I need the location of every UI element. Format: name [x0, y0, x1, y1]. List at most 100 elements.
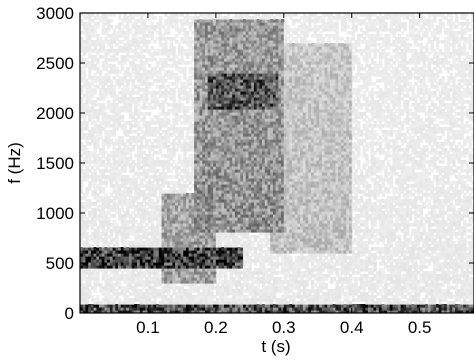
spectrogram-cell: [210, 163, 214, 167]
spectrogram-cell: [145, 145, 149, 149]
spectrogram-cell: [126, 157, 130, 161]
spectrogram-cell: [82, 85, 87, 89]
spectrogram-cell: [115, 292, 119, 296]
spectrogram-cell: [145, 112, 149, 116]
spectrogram-cell: [120, 31, 125, 35]
spectrogram-cell: [82, 241, 87, 245]
spectrogram-cell: [172, 196, 176, 200]
spectrogram-cell: [118, 175, 122, 179]
spectrogram-cell: [131, 262, 135, 266]
spectrogram-cell: [99, 283, 103, 287]
spectrogram-cell: [118, 160, 122, 164]
spectrogram-cell: [150, 25, 154, 29]
spectrogram-cell: [85, 22, 89, 26]
spectrogram-cell: [204, 37, 209, 41]
spectrogram-cell: [134, 196, 138, 200]
spectrogram-cell: [93, 223, 97, 227]
spectrogram-cell: [188, 220, 193, 224]
spectrogram-cell: [215, 25, 220, 29]
spectrogram-cell: [80, 106, 84, 110]
spectrogram-cell: [194, 307, 198, 311]
spectrogram-cell: [88, 223, 92, 227]
spectrogram-cell: [107, 196, 111, 200]
spectrogram-cell: [99, 211, 103, 215]
spectrogram-cell: [120, 220, 125, 224]
spectrogram-cell: [232, 139, 236, 143]
spectrogram-cell: [101, 217, 106, 221]
spectrogram-cell: [240, 253, 244, 257]
spectrogram-cell: [93, 22, 97, 26]
spectrogram-cell: [112, 262, 116, 266]
spectrogram-cell: [104, 193, 108, 197]
spectrogram-cell: [172, 151, 176, 155]
spectrogram-cell: [218, 166, 222, 170]
spectrogram-cell: [213, 262, 217, 266]
spectrogram-cell: [196, 184, 201, 188]
spectrogram-cell: [185, 247, 190, 251]
spectrogram-cell: [237, 217, 241, 221]
spectrogram-cell: [185, 202, 190, 206]
spectrogram-cell: [218, 202, 222, 206]
spectrogram-cell: [137, 127, 141, 131]
spectrogram-cell: [237, 220, 241, 224]
spectrogram-cell: [237, 139, 241, 143]
spectrogram-cell: [175, 16, 179, 20]
spectrogram-cell: [109, 241, 114, 245]
spectrogram-cell: [104, 19, 108, 23]
spectrogram-cell: [164, 94, 168, 98]
spectrogram-cell: [107, 79, 111, 83]
spectrogram-cell: [191, 115, 195, 119]
spectrogram-cell: [150, 37, 154, 41]
spectrogram-cell: [134, 103, 138, 107]
spectrogram-cell: [196, 253, 201, 257]
spectrogram-cell: [204, 166, 209, 170]
spectrogram-cell: [177, 97, 182, 101]
spectrogram-cell: [104, 280, 108, 284]
spectrogram-cell: [164, 124, 168, 128]
spectrogram-cell: [104, 40, 108, 44]
spectrogram-cell: [234, 256, 239, 260]
spectrogram-cell: [169, 148, 173, 152]
spectrogram-cell: [153, 235, 157, 239]
spectrogram-cell: [145, 40, 149, 44]
spectrogram-cell: [188, 124, 193, 128]
spectrogram-cell: [169, 88, 173, 92]
spectrogram-cell: [104, 253, 108, 257]
spectrogram-cell: [199, 70, 203, 74]
spectrogram-cell: [172, 238, 176, 242]
spectrogram-cell: [183, 223, 187, 227]
spectrogram-cell: [161, 298, 165, 302]
spectrogram-cell: [161, 142, 165, 146]
spectrogram-cell: [115, 193, 119, 197]
spectrogram-cell: [237, 247, 241, 251]
spectrogram-cell: [137, 298, 141, 302]
spectrogram-cell: [177, 295, 182, 299]
spectrogram-cell: [194, 67, 198, 71]
spectrogram-cell: [150, 226, 154, 230]
spectrogram-cell: [93, 220, 97, 224]
spectrogram-cell: [183, 289, 187, 293]
spectrogram-cell: [147, 214, 152, 218]
spectrogram-cell: [164, 265, 168, 269]
spectrogram-cell: [161, 136, 165, 140]
spectrogram-cell: [88, 304, 92, 308]
spectrogram-cell: [80, 136, 84, 140]
spectrogram-cell: [90, 136, 95, 140]
spectrogram-cell: [88, 268, 92, 272]
spectrogram-cell: [123, 133, 127, 137]
spectrogram-cell: [172, 205, 176, 209]
spectrogram-cell: [109, 223, 114, 227]
spectrogram-cell: [213, 103, 217, 107]
spectrogram-cell: [153, 193, 157, 197]
spectrogram-cell: [224, 151, 228, 155]
spectrogram-cell: [164, 268, 168, 272]
spectrogram-cell: [85, 292, 89, 296]
spectrogram-cell: [90, 178, 95, 182]
spectrogram-cell: [128, 76, 133, 80]
spectrogram-cell: [93, 184, 97, 188]
spectrogram-cell: [128, 181, 133, 185]
spectrogram-cell: [158, 223, 163, 227]
spectrogram-cell: [128, 286, 133, 290]
spectrogram-cell: [164, 175, 168, 179]
